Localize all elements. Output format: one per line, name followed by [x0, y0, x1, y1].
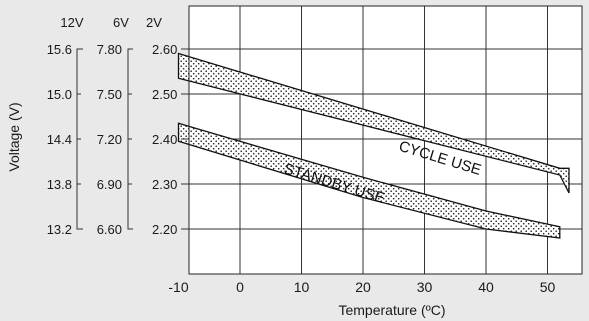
y-axis-header: 6V [113, 15, 129, 30]
y-tick-label: 2.60 [152, 42, 177, 57]
y-axis-header: 2V [146, 15, 162, 30]
y-tick-label: 6.60 [97, 222, 122, 237]
y-tick-label: 15.6 [47, 42, 72, 57]
band-standby-use [177, 122, 561, 239]
y-tick-label: 2.30 [152, 177, 177, 192]
x-tick-label: 10 [294, 279, 310, 295]
y-tick-label: 15.0 [47, 87, 72, 102]
y-tick-label: 7.50 [97, 87, 122, 102]
x-tick-labels: -100102030405060 [168, 279, 556, 295]
x-tick-label: 40 [478, 279, 494, 295]
y-tick-label: 13.8 [47, 177, 72, 192]
y-axis-label: Voltage (V) [6, 102, 22, 171]
x-tick-label: -10 [168, 279, 188, 295]
plot-frame [188, 5, 583, 275]
y-tick-label: 2.20 [152, 222, 177, 237]
y-tick-label: 7.20 [97, 132, 122, 147]
y-axis-header: 12V [60, 15, 83, 30]
x-axis-label: Temperature (ºC) [338, 302, 445, 318]
bands [177, 52, 570, 239]
x-tick-label: 20 [355, 279, 371, 295]
x-tick-label: 0 [236, 279, 244, 295]
y-tick-label: 2.40 [152, 132, 177, 147]
y-tick-label: 13.2 [47, 222, 72, 237]
y-scales: 12V 15.6 15.0 14.4 13.8 13.2 6V 7.80 7.50 7.20 6.9… [47, 15, 189, 237]
band-cycle-use [177, 52, 570, 194]
x-tick-label: 30 [417, 279, 433, 295]
x-tick-label: 50 [540, 279, 556, 295]
y-tick-label: 6.90 [97, 177, 122, 192]
y-tick-label: 2.50 [152, 87, 177, 102]
y-tick-label: 14.4 [47, 132, 72, 147]
y-tick-label: 7.80 [97, 42, 122, 57]
